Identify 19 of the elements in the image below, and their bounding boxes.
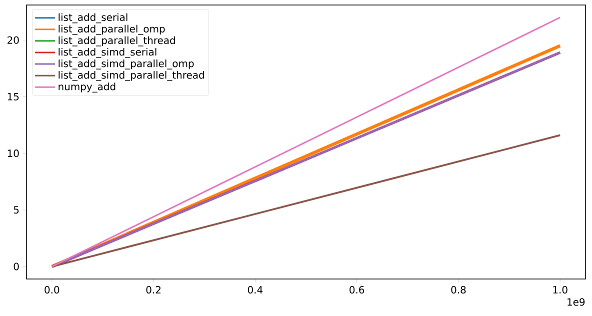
legend-label: list_add_simd_parallel_thread bbox=[58, 71, 204, 81]
legend-label: list_add_simd_parallel_omp bbox=[58, 59, 194, 70]
x-tick-label: 0.8 bbox=[451, 286, 466, 294]
legend-label: list_add_simd_serial bbox=[58, 48, 156, 58]
x-tick-label: 0.0 bbox=[44, 286, 60, 294]
x-tick-label: 0.2 bbox=[146, 286, 160, 294]
legend-label: list_add_parallel_thread bbox=[58, 36, 175, 46]
y-tick-label: 10 bbox=[8, 150, 19, 158]
y-tick-label: 5 bbox=[14, 206, 19, 214]
y-tick-label: 20 bbox=[8, 36, 19, 44]
text: 1e9 bbox=[568, 298, 585, 306]
x-tick-label: 1.0 bbox=[553, 286, 568, 294]
y-tick-label: 0 bbox=[14, 262, 19, 270]
legend-label: numpy_add bbox=[58, 82, 116, 93]
x-tick-label: 0.4 bbox=[248, 286, 263, 294]
legend-label: list_add_parallel_omp bbox=[58, 24, 165, 35]
legend-label: list_add_serial bbox=[58, 13, 128, 24]
x-tick-label: 0.6 bbox=[350, 286, 364, 294]
y-tick-label: 15 bbox=[8, 93, 19, 100]
